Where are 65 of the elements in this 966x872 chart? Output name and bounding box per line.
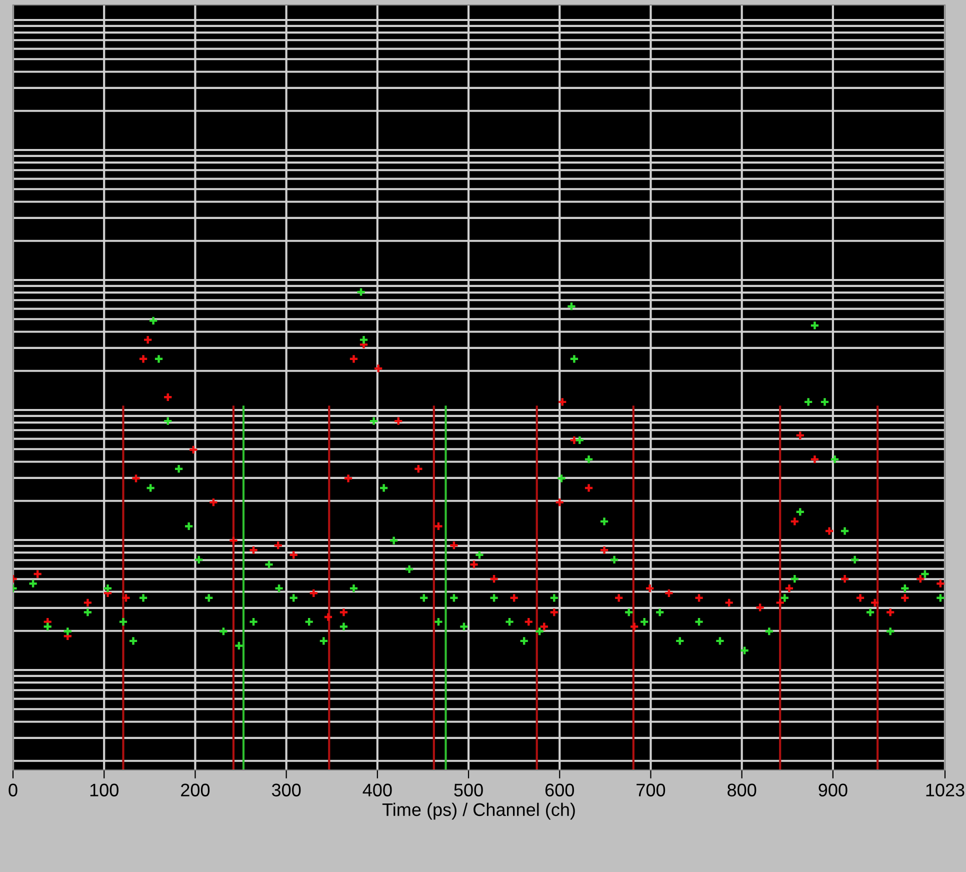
x-tick-label: 900 xyxy=(818,784,848,796)
x-axis-title: Time (ps) / Channel (ch) xyxy=(382,802,575,820)
point xyxy=(664,588,674,598)
point xyxy=(32,569,43,579)
point xyxy=(855,593,866,603)
point xyxy=(82,598,93,608)
point xyxy=(810,454,820,464)
x-tick-label: 700 xyxy=(636,784,666,796)
point xyxy=(775,598,786,608)
x-tick-label: 300 xyxy=(272,784,301,796)
point xyxy=(644,583,655,594)
point xyxy=(288,550,299,560)
point xyxy=(138,354,148,364)
x-tick-label: 0 xyxy=(8,784,18,796)
point xyxy=(915,574,926,584)
point xyxy=(549,607,560,618)
point xyxy=(323,612,334,622)
x-tick-label: 500 xyxy=(454,784,483,796)
point xyxy=(539,622,550,632)
point xyxy=(840,574,850,584)
point xyxy=(824,526,834,536)
point xyxy=(599,545,610,556)
point xyxy=(449,540,459,550)
point xyxy=(373,364,384,374)
point xyxy=(228,536,238,546)
point xyxy=(188,444,198,455)
point xyxy=(142,334,153,345)
point xyxy=(755,602,765,612)
point xyxy=(121,593,131,603)
point xyxy=(584,483,594,493)
x-tick-label: 100 xyxy=(90,784,118,796)
point xyxy=(489,574,499,584)
point xyxy=(248,545,258,556)
point xyxy=(790,516,800,526)
x-tick-label: 1023 xyxy=(926,784,964,796)
point xyxy=(629,622,640,632)
point xyxy=(414,464,424,474)
point xyxy=(343,474,354,484)
point xyxy=(885,607,896,618)
point xyxy=(131,474,141,484)
point xyxy=(936,578,945,588)
point xyxy=(614,593,624,603)
point xyxy=(554,497,565,508)
point xyxy=(870,598,880,608)
point xyxy=(469,560,479,570)
point xyxy=(784,583,794,594)
x-tick-label: 200 xyxy=(181,784,210,796)
point xyxy=(338,607,349,618)
point xyxy=(208,497,218,508)
point xyxy=(393,416,404,426)
point xyxy=(557,397,568,407)
point xyxy=(724,598,734,608)
point xyxy=(162,392,173,402)
point xyxy=(434,521,444,532)
point xyxy=(348,354,359,364)
point xyxy=(524,616,534,627)
point xyxy=(273,540,284,550)
x-tick-label: 600 xyxy=(545,784,574,796)
point xyxy=(694,593,704,603)
point xyxy=(900,593,910,603)
point xyxy=(795,430,806,440)
point xyxy=(509,593,519,603)
x-tick-label: 800 xyxy=(728,784,756,796)
point xyxy=(308,588,319,598)
x-tick-label: 400 xyxy=(362,784,392,796)
